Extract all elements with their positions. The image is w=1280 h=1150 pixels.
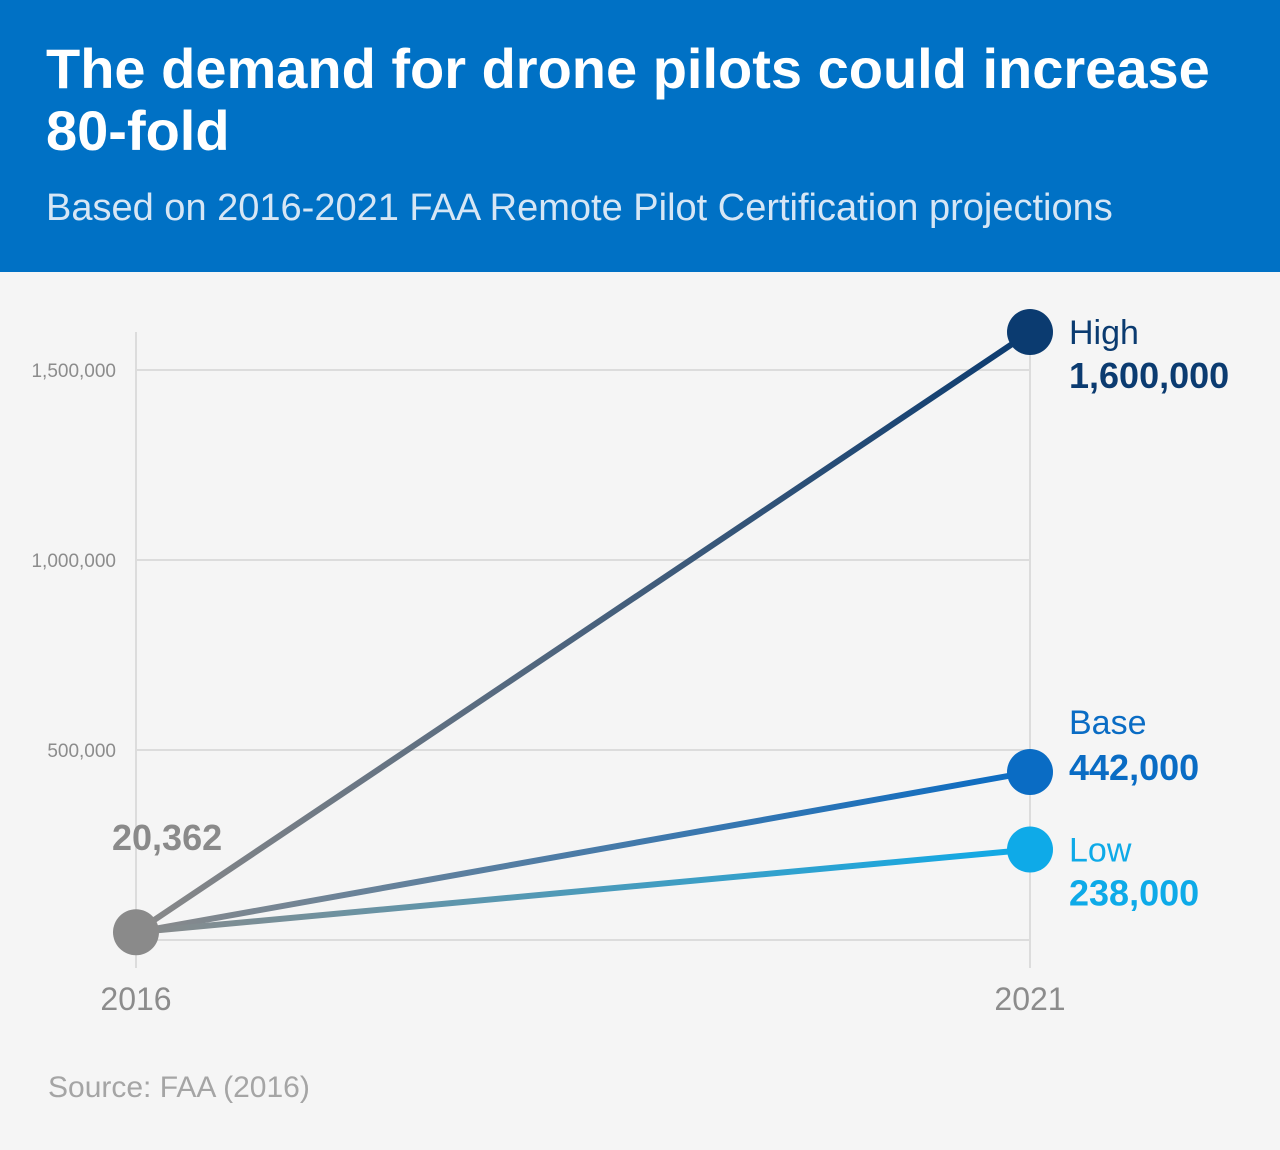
series-points (113, 309, 1053, 956)
series-name-high: High (1069, 314, 1139, 352)
x-axis-labels: 2016 2021 (100, 981, 1065, 1017)
point-high-2021 (1007, 309, 1053, 355)
series-line-high (133, 329, 1033, 936)
point-start-2016 (113, 909, 159, 956)
chart-title: The demand for drone pilots could increa… (46, 37, 1210, 162)
series-name-base: Base (1069, 704, 1147, 742)
y-tick-label-1000000: 1,000,000 (31, 551, 116, 572)
source-note: Source: FAA (2016) (48, 1071, 310, 1104)
value-label-low: 238,000 (1069, 873, 1199, 914)
series-line-low (133, 846, 1033, 936)
y-tick-label-1500000: 1,500,000 (31, 361, 116, 382)
line-chart: 500,000 1,000,000 1,500,000 2016 2021 High1… (31, 309, 1229, 1017)
grid-layer (135, 332, 1031, 968)
series-name-low: Low (1069, 832, 1132, 870)
y-axis-labels: 500,000 1,000,000 1,500,000 (31, 361, 116, 762)
point-base-2021 (1007, 749, 1053, 796)
start-value-label: 20,362 (112, 817, 222, 858)
header-banner: The demand for drone pilots could increa… (0, 0, 1280, 272)
y-tick-label-500000: 500,000 (47, 741, 116, 762)
value-label-high: 1,600,000 (1069, 355, 1229, 396)
x-tick-label-2021: 2021 (994, 981, 1065, 1017)
point-low-2021 (1007, 826, 1053, 873)
value-label-base: 442,000 (1069, 747, 1199, 788)
chart-subtitle: Based on 2016-2021 FAA Remote Pilot Cert… (46, 187, 1113, 229)
series-line-base (133, 769, 1033, 936)
series-lines (133, 329, 1033, 936)
x-tick-label-2016: 2016 (100, 981, 171, 1017)
